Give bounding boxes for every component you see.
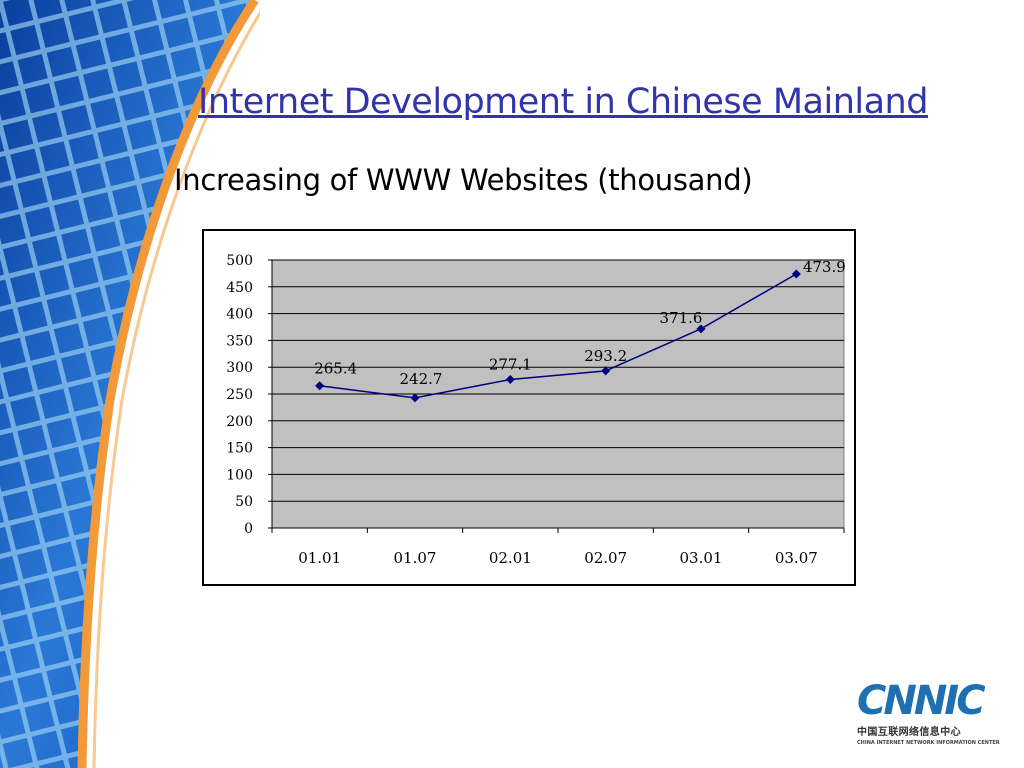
y-tick-label: 0 xyxy=(244,521,253,537)
data-point-marker xyxy=(601,366,611,376)
x-tick-label: 02.01 xyxy=(489,549,532,567)
y-tick-label: 400 xyxy=(226,307,253,323)
y-tick-label: 350 xyxy=(226,333,253,349)
y-tick-label: 500 xyxy=(226,253,253,269)
data-label: 265.4 xyxy=(314,360,357,378)
chart-subtitle: Increasing of WWW Websites (thousand) xyxy=(174,163,753,197)
y-tick-label: 50 xyxy=(235,494,253,510)
data-point-marker xyxy=(410,393,420,403)
x-tick-label: 03.01 xyxy=(680,549,723,567)
data-label: 293.2 xyxy=(584,347,627,365)
chart-frame: 0 50 100 150 200 250 300 350 400 450 500 01.01 01.07… xyxy=(202,229,856,586)
data-label: 371.6 xyxy=(660,309,703,327)
logo-wordmark: CNNIC xyxy=(857,678,986,724)
line-chart: 0 50 100 150 200 250 300 350 400 450 500 01.01 01.07… xyxy=(226,253,846,567)
cnnic-logo: CNNIC 中国互联网络信息中心 CHINA INTERNET NETWORK … xyxy=(857,678,1000,746)
data-label: 473.9 xyxy=(803,258,846,276)
data-label: 242.7 xyxy=(400,370,443,388)
y-tick-label: 300 xyxy=(226,360,253,376)
data-point-marker xyxy=(696,324,706,334)
logo-english-name: CHINA INTERNET NETWORK INFORMATION CENTE… xyxy=(857,740,1000,746)
x-tick-label: 03.07 xyxy=(775,549,818,567)
x-tick-label: 01.07 xyxy=(394,549,437,567)
y-tick-label: 450 xyxy=(226,280,253,296)
slide-title: Internet Development in Chinese Mainland xyxy=(198,82,928,122)
x-tick-label: 02.07 xyxy=(584,549,627,567)
series-line xyxy=(319,273,797,399)
data-point-marker xyxy=(315,381,325,391)
background-art xyxy=(0,0,260,768)
y-tick-label: 100 xyxy=(226,467,253,483)
y-tick-label: 250 xyxy=(226,387,253,403)
y-tick-label: 150 xyxy=(226,441,253,457)
logo-chinese-name: 中国互联网络信息中心 xyxy=(857,727,961,738)
data-point-marker xyxy=(791,269,801,279)
x-tick-label: 01.01 xyxy=(298,549,341,567)
data-point-marker xyxy=(505,374,515,384)
y-tick-label: 200 xyxy=(226,414,253,430)
data-label: 277.1 xyxy=(489,355,532,373)
